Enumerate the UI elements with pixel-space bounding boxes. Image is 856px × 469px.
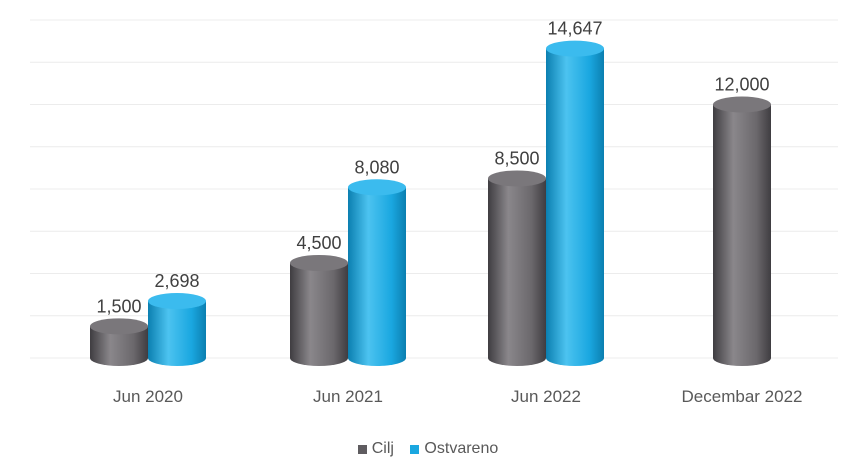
bar-top bbox=[713, 96, 771, 113]
bar-cilj-3 bbox=[713, 96, 771, 366]
bar-ostvareno-2 bbox=[546, 40, 604, 367]
bar-top bbox=[290, 254, 348, 271]
value-label-cilj-2: 8,500 bbox=[494, 148, 539, 168]
value-label-ostvareno-2: 14,647 bbox=[547, 19, 602, 39]
category-label-3: Decembar 2022 bbox=[682, 387, 803, 406]
bar-body bbox=[148, 301, 206, 366]
bar-ostvareno-1 bbox=[348, 179, 406, 366]
bar-ostvareno-0 bbox=[148, 293, 206, 366]
legend-label-cilj: Cilj bbox=[371, 440, 394, 457]
legend-item-ostvareno: Ostvareno bbox=[410, 440, 498, 458]
bar-body bbox=[90, 326, 148, 366]
bar-top bbox=[90, 318, 148, 335]
legend-swatch-cilj bbox=[357, 444, 367, 454]
bar-top bbox=[148, 293, 206, 310]
bar-body bbox=[546, 48, 604, 367]
legend: Cilj Ostvareno bbox=[0, 440, 856, 459]
value-label-ostvareno-1: 8,080 bbox=[354, 157, 399, 177]
bar-top bbox=[348, 179, 406, 196]
bar-cilj-1 bbox=[290, 254, 348, 366]
bar-body bbox=[488, 178, 546, 366]
bar-cilj-2 bbox=[488, 170, 546, 366]
category-label-2: Jun 2022 bbox=[511, 387, 581, 406]
legend-item-cilj: Cilj bbox=[357, 440, 394, 458]
bars bbox=[90, 40, 771, 367]
value-label-cilj-3: 12,000 bbox=[714, 75, 769, 95]
bar-cilj-0 bbox=[90, 318, 148, 366]
category-label-0: Jun 2020 bbox=[113, 387, 183, 406]
value-labels: 1,500 2,698 4,500 8,080 8,500 14,647 12,000 bbox=[96, 19, 769, 317]
value-label-cilj-0: 1,500 bbox=[96, 296, 141, 316]
value-label-cilj-1: 4,500 bbox=[296, 233, 341, 253]
bar-body bbox=[290, 262, 348, 366]
bar-body bbox=[713, 104, 771, 366]
bar-top bbox=[488, 170, 546, 187]
category-labels: Jun 2020 Jun 2021 Jun 2022 Decembar 2022 bbox=[113, 387, 802, 406]
value-label-ostvareno-0: 2,698 bbox=[154, 271, 199, 291]
category-label-1: Jun 2021 bbox=[313, 387, 383, 406]
bar-top bbox=[546, 40, 604, 57]
bar-body bbox=[348, 187, 406, 366]
legend-swatch-ostvareno bbox=[410, 444, 420, 454]
legend-label-ostvareno: Ostvareno bbox=[424, 440, 499, 457]
